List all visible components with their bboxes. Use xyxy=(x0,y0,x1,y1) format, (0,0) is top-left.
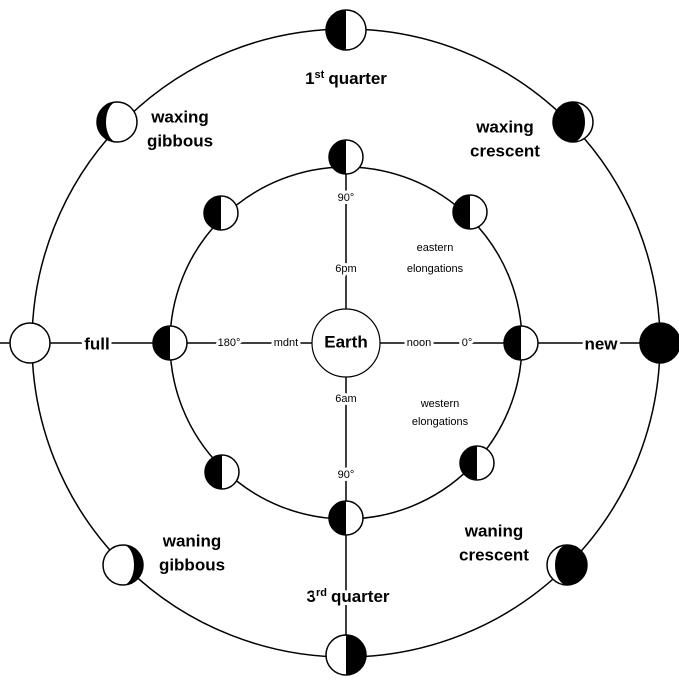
word: quarter xyxy=(331,587,390,606)
moon xyxy=(153,326,187,360)
moon xyxy=(640,323,679,363)
suffix: rd xyxy=(316,587,327,599)
suffix: st xyxy=(315,69,325,81)
number: 1 xyxy=(305,69,314,88)
label: waxing xyxy=(475,117,534,136)
label: 6am xyxy=(335,393,356,405)
label: mdnt xyxy=(274,337,298,349)
moon-part xyxy=(153,326,170,360)
label: 180° xyxy=(218,337,241,349)
label: 6pm xyxy=(335,263,356,275)
third-quarter-label: 3rd quarter xyxy=(306,587,389,607)
label: full xyxy=(84,334,110,353)
moon-part xyxy=(205,455,222,489)
moon-part xyxy=(204,196,221,230)
label: crescent xyxy=(470,141,540,160)
moon xyxy=(504,326,538,360)
label: waning xyxy=(464,521,524,540)
moon xyxy=(329,140,363,174)
label: western xyxy=(420,398,460,410)
moon xyxy=(460,446,494,480)
label: eastern xyxy=(417,242,454,254)
moon xyxy=(547,545,587,585)
moon-part xyxy=(453,195,470,229)
label: noon xyxy=(407,337,431,349)
moon xyxy=(453,195,487,229)
label: new xyxy=(584,334,618,353)
label: waxing xyxy=(150,107,209,126)
word: quarter xyxy=(328,69,387,88)
moon-part xyxy=(640,323,679,363)
moon-part xyxy=(329,501,346,535)
label: 90° xyxy=(338,192,355,204)
moon xyxy=(10,323,50,363)
label: crescent xyxy=(459,545,529,564)
label: gibbous xyxy=(159,555,225,574)
moon xyxy=(97,102,137,142)
label: waning xyxy=(162,531,222,550)
label: elongations xyxy=(407,263,464,275)
moon xyxy=(326,10,366,50)
moon xyxy=(204,196,238,230)
moon xyxy=(103,545,143,585)
label: 90° xyxy=(338,469,355,481)
moon-part xyxy=(10,323,50,363)
moon xyxy=(553,102,593,142)
moon xyxy=(205,455,239,489)
moon-phase-diagram: 1stquarter waxing gibbous waxing crescen… xyxy=(0,0,679,681)
moon xyxy=(326,635,366,675)
moon xyxy=(329,501,363,535)
label: 0° xyxy=(462,337,473,349)
moon-part xyxy=(504,326,521,360)
number: 3 xyxy=(306,587,315,606)
label: gibbous xyxy=(147,131,213,150)
moon-part xyxy=(326,10,346,50)
moon-part xyxy=(346,635,366,675)
moon-part xyxy=(329,140,346,174)
earth-label: Earth xyxy=(324,332,367,351)
label: elongations xyxy=(412,416,469,428)
